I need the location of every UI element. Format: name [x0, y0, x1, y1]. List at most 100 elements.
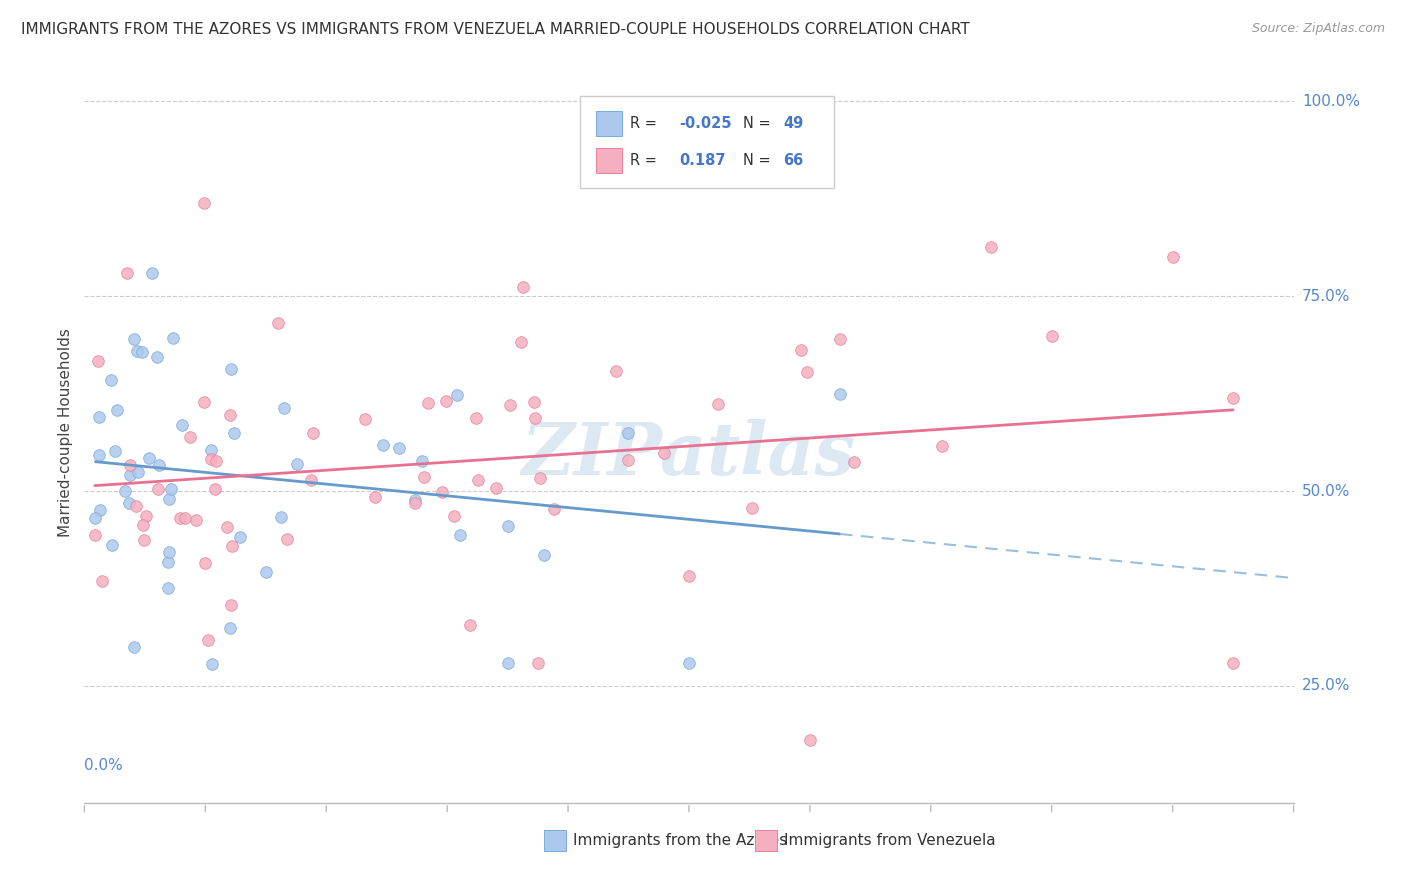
Point: [799, 733, 821, 747]
Point: [273, 401, 295, 415]
Point: [194, 556, 217, 570]
Text: 49: 49: [783, 116, 803, 130]
Point: [193, 394, 215, 409]
Point: [146, 482, 169, 496]
Point: [404, 493, 426, 508]
Point: [1161, 250, 1184, 264]
Point: [652, 445, 675, 459]
Point: [83, 528, 105, 542]
FancyBboxPatch shape: [596, 147, 623, 173]
Point: [1040, 329, 1063, 343]
Point: [980, 240, 1002, 254]
Text: N =: N =: [744, 116, 770, 130]
Point: [363, 490, 385, 504]
Point: [605, 364, 627, 378]
Point: [141, 266, 163, 280]
Point: [89, 410, 111, 425]
Point: [458, 617, 481, 632]
Point: [179, 430, 201, 444]
Point: [524, 411, 547, 425]
Point: [114, 484, 136, 499]
Point: [416, 396, 439, 410]
Text: 0.0%: 0.0%: [84, 758, 124, 773]
Point: [156, 581, 179, 595]
Point: [790, 343, 813, 357]
Point: [404, 495, 426, 509]
Point: [388, 442, 411, 456]
Point: [105, 403, 128, 417]
Point: [533, 548, 555, 562]
Point: [148, 458, 170, 473]
Point: [529, 471, 551, 485]
Point: [156, 555, 179, 569]
Point: [443, 508, 465, 523]
Point: [411, 454, 433, 468]
Point: [127, 343, 149, 358]
FancyBboxPatch shape: [755, 830, 778, 851]
Point: [302, 425, 325, 440]
Point: [543, 502, 565, 516]
Text: 0.187: 0.187: [679, 153, 725, 168]
Point: [617, 425, 640, 440]
Point: [512, 280, 534, 294]
Point: [254, 565, 277, 579]
Point: [449, 527, 471, 541]
Point: [221, 539, 243, 553]
Point: [434, 394, 457, 409]
Text: 50.0%: 50.0%: [1302, 483, 1350, 499]
Point: [115, 266, 138, 280]
Point: [124, 640, 146, 654]
Point: [118, 496, 141, 510]
Text: N =: N =: [744, 153, 770, 168]
FancyBboxPatch shape: [581, 95, 834, 188]
Point: [169, 511, 191, 525]
Point: [146, 350, 169, 364]
Point: [430, 485, 453, 500]
FancyBboxPatch shape: [596, 111, 623, 136]
Point: [842, 455, 865, 469]
Point: [205, 454, 228, 468]
Point: [221, 362, 243, 376]
Point: [464, 411, 486, 425]
Point: [1222, 391, 1244, 405]
Point: [301, 473, 323, 487]
Point: [173, 511, 195, 525]
Point: [184, 513, 207, 527]
Point: [830, 387, 852, 401]
Point: [485, 481, 508, 495]
Point: [125, 499, 148, 513]
Point: [229, 530, 252, 544]
Point: [122, 332, 145, 346]
Point: [796, 365, 818, 379]
Point: [87, 353, 110, 368]
Point: [285, 457, 308, 471]
Point: [270, 509, 292, 524]
Point: [162, 330, 184, 344]
Point: [118, 458, 141, 472]
Text: ZIPatlas: ZIPatlas: [522, 419, 856, 491]
Text: Immigrants from the Azores: Immigrants from the Azores: [572, 833, 787, 848]
Point: [218, 621, 240, 635]
Point: [197, 632, 219, 647]
Point: [267, 317, 290, 331]
Point: [104, 444, 127, 458]
Point: [219, 598, 242, 612]
Point: [160, 482, 183, 496]
Point: [131, 344, 153, 359]
Point: [467, 473, 489, 487]
Point: [446, 388, 468, 402]
Y-axis label: Married-couple Households: Married-couple Households: [58, 328, 73, 537]
Point: [371, 438, 394, 452]
Point: [527, 656, 550, 670]
Point: [931, 440, 953, 454]
Text: 75.0%: 75.0%: [1302, 289, 1350, 304]
Point: [200, 451, 222, 466]
Point: [120, 467, 142, 482]
Text: R =: R =: [630, 153, 657, 168]
Point: [201, 657, 224, 671]
Text: R =: R =: [630, 116, 657, 130]
Point: [412, 470, 434, 484]
Point: [193, 195, 215, 210]
Point: [215, 520, 238, 534]
Point: [353, 411, 375, 425]
